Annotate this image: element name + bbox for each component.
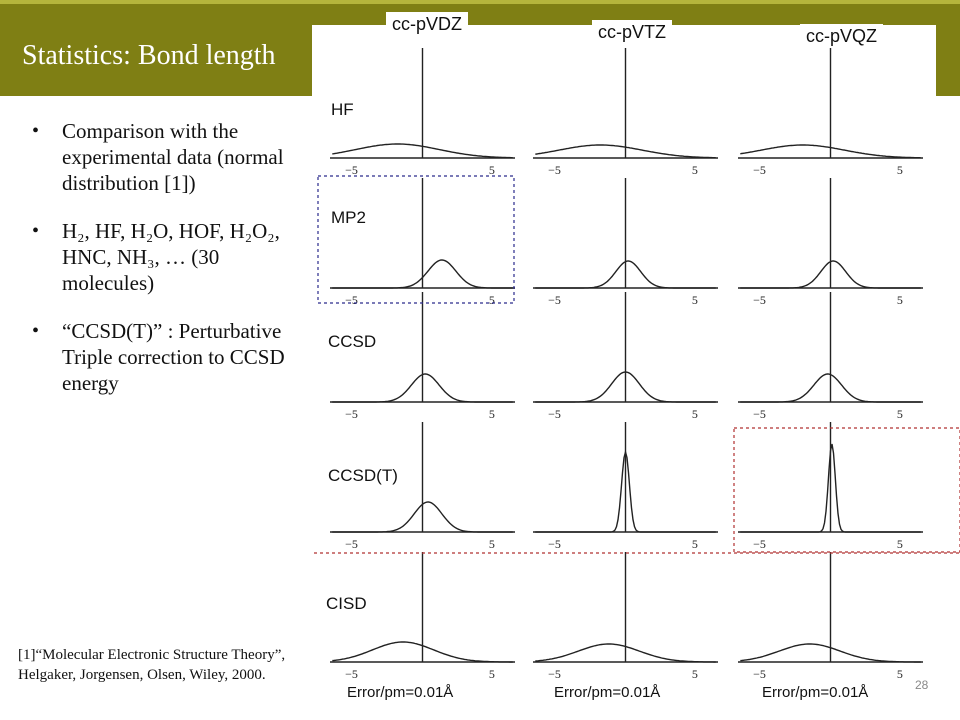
normal-distribution-curve <box>332 259 513 289</box>
tick-label-minus5: −5 <box>345 537 358 551</box>
normal-distribution-curve <box>535 371 716 403</box>
column-label-cc-pvqz: cc-pVQZ <box>800 24 884 49</box>
tick-label-minus5: −5 <box>753 163 766 177</box>
normal-distribution-curve <box>740 144 921 159</box>
reference-citation: [1]“Molecular Electronic Structure Theor… <box>18 647 286 683</box>
tick-label-minus5: −5 <box>548 163 561 177</box>
normal-distribution-curve <box>535 144 716 159</box>
bullet-item: • Comparison with the experimental data … <box>30 118 290 196</box>
tick-label-5: 5 <box>897 537 903 551</box>
column-label-cc-pvtz: cc-pVTZ <box>592 20 673 45</box>
mp2-highlight-box <box>317 175 515 304</box>
error-unit-label-3: Error/pm=0.01Å <box>762 684 869 701</box>
bullet-item: • H₂, HF, H₂O, HOF, H₂O₂, HNC, NH₃, … (3… <box>30 218 290 296</box>
bullet-item: • “CCSD(T)” : Perturbative Triple correc… <box>30 318 290 396</box>
slide-title: Statistics: Bond length <box>22 40 276 71</box>
normal-distribution-curve <box>740 373 921 403</box>
ccsdt-highlight-box <box>733 427 960 553</box>
bullet-text: “CCSD(T)” : Perturbative Triple correcti… <box>62 319 285 395</box>
bullet-dot-icon: • <box>32 320 40 342</box>
normal-distribution-curve <box>332 641 513 663</box>
tick-label-minus5: −5 <box>345 293 358 307</box>
normal-distribution-curve <box>332 501 513 533</box>
normal-distribution-curve <box>535 643 716 663</box>
tick-label-minus5: −5 <box>548 667 561 681</box>
row-label-cisd: CISD <box>326 594 367 613</box>
bullet-dot-icon: • <box>32 120 40 142</box>
tick-label-5: 5 <box>692 407 698 421</box>
tick-label-5: 5 <box>692 293 698 307</box>
bullet-list: • Comparison with the experimental data … <box>30 118 290 418</box>
tick-label-5: 5 <box>489 537 495 551</box>
tick-label-5: 5 <box>489 293 495 307</box>
tick-label-minus5: −5 <box>753 537 766 551</box>
tick-label-5: 5 <box>897 667 903 681</box>
row-label-mp2: MP2 <box>331 208 366 227</box>
page-number: 28 <box>915 678 929 692</box>
tick-label-minus5: −5 <box>753 293 766 307</box>
normal-distribution-curve <box>332 373 513 403</box>
tick-label-5: 5 <box>489 407 495 421</box>
error-unit-label-2: Error/pm=0.01Å <box>554 684 661 701</box>
tick-label-5: 5 <box>489 163 495 177</box>
row-label-ccsdt: CCSD(T) <box>328 466 398 485</box>
normal-distribution-curve <box>740 643 921 663</box>
normal-distribution-curve <box>740 260 921 289</box>
tick-label-minus5: −5 <box>548 537 561 551</box>
bullet-text: H₂, HF, H₂O, HOF, H₂O₂, HNC, NH₃, … (30 … <box>62 219 280 295</box>
normal-distribution-curve <box>332 143 513 159</box>
tick-label-5: 5 <box>897 163 903 177</box>
bullet-text: Comparison with the experimental data (n… <box>62 119 284 195</box>
tick-label-minus5: −5 <box>753 667 766 681</box>
tick-label-5: 5 <box>897 293 903 307</box>
title-band-accent <box>0 0 960 4</box>
normal-distribution-curve <box>740 443 921 533</box>
tick-label-minus5: −5 <box>345 667 358 681</box>
tick-label-5: 5 <box>897 407 903 421</box>
tick-label-5: 5 <box>489 667 495 681</box>
row-label-hf: HF <box>331 100 354 119</box>
tick-label-minus5: −5 <box>345 407 358 421</box>
row-label-ccsd: CCSD <box>328 332 377 351</box>
tick-label-minus5: −5 <box>345 163 358 177</box>
bullet-dot-icon: • <box>32 220 40 242</box>
error-unit-label-1: Error/pm=0.01Å <box>347 684 454 701</box>
tick-label-5: 5 <box>692 667 698 681</box>
normal-distribution-curve <box>535 260 716 289</box>
tick-label-minus5: −5 <box>753 407 766 421</box>
normal-distribution-curve <box>535 449 716 533</box>
tick-label-minus5: −5 <box>548 293 561 307</box>
tick-label-minus5: −5 <box>548 407 561 421</box>
column-label-cc-pvdz: cc-pVDZ <box>386 12 469 37</box>
tick-label-5: 5 <box>692 163 698 177</box>
tick-label-5: 5 <box>692 537 698 551</box>
